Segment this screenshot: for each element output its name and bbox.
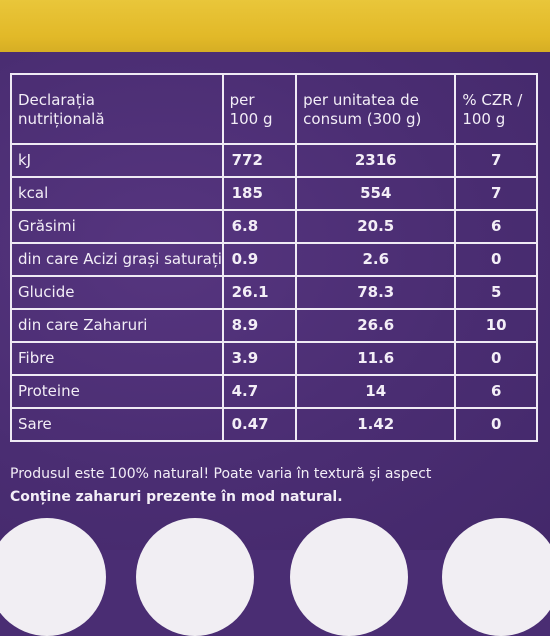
row-per-unit: 1.42 bbox=[295, 407, 457, 442]
nutrition-table: Declarația nutrițională per 100 g per un… bbox=[10, 73, 538, 442]
row-label: Fibre bbox=[10, 341, 224, 376]
header-per-unit-line1: per unitatea de bbox=[303, 91, 419, 109]
decorative-circle bbox=[442, 518, 550, 636]
natural-product-note: Produsul este 100% natural! Poate varia … bbox=[10, 466, 432, 482]
row-per-100g: 4.7 bbox=[221, 374, 298, 409]
row-czr: 6 bbox=[454, 209, 538, 244]
table-row: kcal 185 554 7 bbox=[10, 176, 538, 211]
row-per-100g: 3.9 bbox=[221, 341, 298, 376]
row-czr: 10 bbox=[454, 308, 538, 343]
row-czr: 6 bbox=[454, 374, 538, 409]
row-label: kcal bbox=[10, 176, 224, 211]
row-label: Grăsimi bbox=[10, 209, 224, 244]
row-per-100g: 772 bbox=[221, 143, 298, 178]
row-czr: 0 bbox=[454, 407, 538, 442]
row-per-100g: 26.1 bbox=[221, 275, 298, 310]
row-label: Sare bbox=[10, 407, 224, 442]
row-label: Glucide bbox=[10, 275, 224, 310]
row-per-unit: 2.6 bbox=[295, 242, 457, 277]
header-per-unit: per unitatea de consum (300 g) bbox=[295, 73, 457, 145]
header-czr-line1: % CZR / bbox=[462, 91, 523, 109]
table-row: din care Acizi grași saturați 0.9 2.6 0 bbox=[10, 242, 538, 277]
yellow-label-band bbox=[0, 0, 550, 52]
row-label: Proteine bbox=[10, 374, 224, 409]
header-per-100g-line2: 100 g bbox=[229, 110, 273, 128]
row-per-unit: 11.6 bbox=[295, 341, 457, 376]
row-label: din care Zaharuri bbox=[10, 308, 224, 343]
decorative-circle bbox=[136, 518, 254, 636]
row-per-100g: 8.9 bbox=[221, 308, 298, 343]
row-per-100g: 6.8 bbox=[221, 209, 298, 244]
row-per-unit: 554 bbox=[295, 176, 457, 211]
table-row: din care Zaharuri 8.9 26.6 10 bbox=[10, 308, 538, 343]
row-per-100g: 0.47 bbox=[221, 407, 298, 442]
table-row: Sare 0.47 1.42 0 bbox=[10, 407, 538, 442]
row-per-100g: 0.9 bbox=[221, 242, 298, 277]
table-row: Grăsimi 6.8 20.5 6 bbox=[10, 209, 538, 244]
table-row: Proteine 4.7 14 6 bbox=[10, 374, 538, 409]
row-per-unit: 26.6 bbox=[295, 308, 457, 343]
row-czr: 7 bbox=[454, 176, 538, 211]
row-czr: 0 bbox=[454, 341, 538, 376]
row-label: din care Acizi grași saturați bbox=[10, 242, 224, 277]
row-czr: 7 bbox=[454, 143, 538, 178]
row-per-unit: 78.3 bbox=[295, 275, 457, 310]
row-label: kJ bbox=[10, 143, 224, 178]
row-per-unit: 20.5 bbox=[295, 209, 457, 244]
header-czr: % CZR / 100 g bbox=[454, 73, 538, 145]
row-per-unit: 2316 bbox=[295, 143, 457, 178]
table-row: kJ 772 2316 7 bbox=[10, 143, 538, 178]
header-per-100g-line1: per bbox=[229, 91, 255, 109]
row-per-100g: 185 bbox=[221, 176, 298, 211]
row-czr: 0 bbox=[454, 242, 538, 277]
header-declaration-line2: nutrițională bbox=[18, 110, 105, 128]
row-czr: 5 bbox=[454, 275, 538, 310]
row-per-unit: 14 bbox=[295, 374, 457, 409]
table-header-row: Declarația nutrițională per 100 g per un… bbox=[10, 73, 538, 145]
header-declaration-line1: Declarația bbox=[18, 91, 95, 109]
header-czr-line2: 100 g bbox=[462, 110, 506, 128]
decorative-circle bbox=[290, 518, 408, 636]
header-per-100g: per 100 g bbox=[221, 73, 298, 145]
header-declaration: Declarația nutrițională bbox=[10, 73, 224, 145]
header-per-unit-line2: consum (300 g) bbox=[303, 110, 422, 128]
table-row: Fibre 3.9 11.6 0 bbox=[10, 341, 538, 376]
table-row: Glucide 26.1 78.3 5 bbox=[10, 275, 538, 310]
natural-sugars-note: Conține zaharuri prezente în mod natural… bbox=[10, 489, 343, 505]
